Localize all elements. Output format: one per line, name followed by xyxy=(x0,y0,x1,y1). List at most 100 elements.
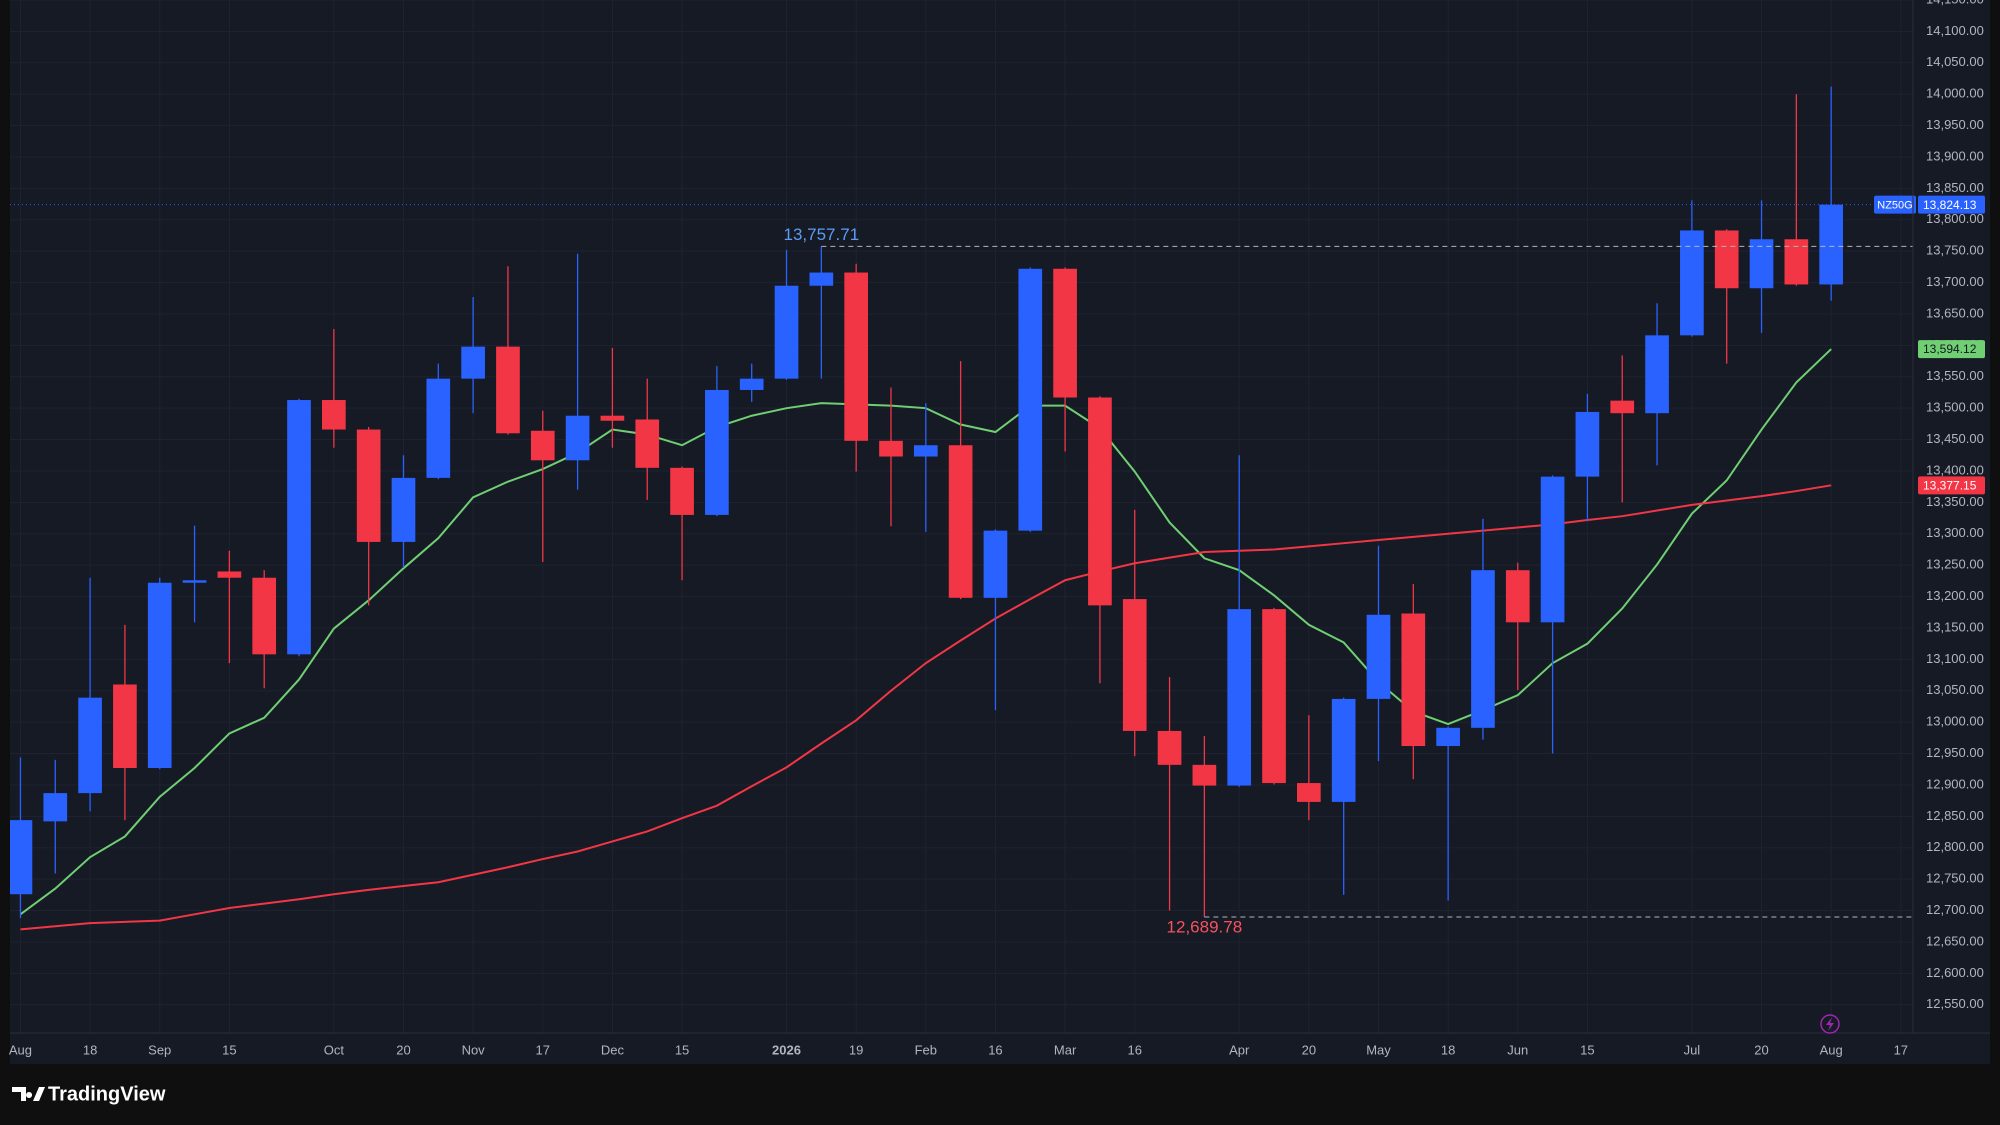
candle-body xyxy=(1505,570,1530,623)
x-tick-label: 17 xyxy=(536,1042,550,1057)
candle-body xyxy=(844,272,869,441)
y-tick-label: 13,150.00 xyxy=(1926,619,1984,634)
candle-body xyxy=(391,477,416,542)
candle-body xyxy=(879,440,903,457)
y-tick-label: 13,800.00 xyxy=(1926,211,1984,226)
y-tick-label: 12,550.00 xyxy=(1926,996,1984,1011)
candle-body xyxy=(10,820,33,895)
candle-body xyxy=(356,429,381,542)
x-tick-label: 18 xyxy=(83,1042,97,1057)
x-tick-label: 20 xyxy=(1302,1042,1316,1057)
candle-body xyxy=(461,346,485,379)
x-tick-label: Jul xyxy=(1684,1042,1701,1057)
y-tick-label: 13,350.00 xyxy=(1926,494,1984,509)
candle-body xyxy=(1610,400,1635,414)
candle-body xyxy=(1645,335,1669,414)
candle-body xyxy=(182,580,207,583)
x-tick-label: Jun xyxy=(1507,1042,1528,1057)
alert-icon[interactable] xyxy=(1820,1014,1840,1034)
y-tick-label: 14,000.00 xyxy=(1926,86,1984,101)
y-tick-label: 14,100.00 xyxy=(1926,23,1984,38)
symbol-label: NZ50G xyxy=(1877,200,1912,212)
candle-body xyxy=(43,793,68,822)
candle-body xyxy=(1471,570,1495,728)
candle-body xyxy=(1262,609,1286,784)
y-tick-label: 12,600.00 xyxy=(1926,965,1984,980)
candle-body xyxy=(1331,698,1356,802)
y-tick-label: 14,050.00 xyxy=(1926,54,1984,69)
candle-body xyxy=(496,346,520,434)
candle-body xyxy=(217,571,242,578)
y-tick-label: 12,850.00 xyxy=(1926,808,1984,823)
x-tick-label: Apr xyxy=(1229,1042,1250,1057)
candle-body xyxy=(78,697,102,794)
candle-body xyxy=(1680,230,1704,336)
candle-body xyxy=(1366,614,1391,699)
price-tag-label: 13,377.15 xyxy=(1923,478,1977,492)
candle-body xyxy=(1540,476,1565,623)
x-tick-label: Mar xyxy=(1054,1042,1077,1057)
candle-body xyxy=(1157,730,1182,765)
price-tag-label: 13,824.13 xyxy=(1923,198,1977,212)
y-tick-label: 14,150.00 xyxy=(1926,0,1984,6)
candle-body xyxy=(635,419,660,468)
x-tick-label: 16 xyxy=(1128,1042,1142,1057)
x-tick-label: 16 xyxy=(988,1042,1002,1057)
candle-body xyxy=(565,415,590,461)
extreme-label: 12,689.78 xyxy=(1167,917,1243,936)
candle-body xyxy=(1575,411,1600,477)
y-tick-label: 13,100.00 xyxy=(1926,651,1984,666)
y-tick-label: 13,000.00 xyxy=(1926,714,1984,729)
x-tick-label: 15 xyxy=(675,1042,689,1057)
candle-body xyxy=(1819,204,1844,285)
candle-body xyxy=(600,415,625,421)
candle-body xyxy=(670,467,694,515)
y-tick-label: 13,850.00 xyxy=(1926,180,1984,195)
x-tick-label: 15 xyxy=(1580,1042,1594,1057)
candle-body xyxy=(426,378,451,478)
y-tick-label: 12,900.00 xyxy=(1926,776,1984,791)
x-tick-label: 15 xyxy=(222,1042,236,1057)
candle-body xyxy=(948,445,973,598)
candle-body xyxy=(705,389,729,515)
candle-body xyxy=(530,430,555,461)
price-tag xyxy=(1918,340,1985,359)
candle-body xyxy=(147,582,172,768)
candle-body xyxy=(739,378,764,390)
brand-name: TradingView xyxy=(48,1083,166,1105)
candle-body xyxy=(1227,609,1252,786)
brand-logo[interactable]: TradingView xyxy=(12,1083,166,1105)
x-tick-label: 2026 xyxy=(772,1042,801,1057)
y-tick-label: 12,650.00 xyxy=(1926,933,1984,948)
candle-body xyxy=(913,445,938,457)
symbol-tag xyxy=(1874,195,1916,214)
candle-body xyxy=(1192,764,1217,786)
y-tick-label: 13,650.00 xyxy=(1926,305,1984,320)
y-tick-label: 12,700.00 xyxy=(1926,902,1984,917)
x-tick-label: 19 xyxy=(849,1042,863,1057)
x-tick-label: 20 xyxy=(1754,1042,1768,1057)
x-tick-label: May xyxy=(1366,1042,1391,1057)
candle-body xyxy=(1749,239,1774,289)
x-tick-label: 17 xyxy=(1894,1042,1908,1057)
y-tick-label: 13,500.00 xyxy=(1926,400,1984,415)
y-tick-label: 12,750.00 xyxy=(1926,871,1984,886)
y-tick-label: 13,300.00 xyxy=(1926,525,1984,540)
x-tick-label: Aug xyxy=(9,1042,32,1057)
x-tick-label: Feb xyxy=(915,1042,937,1057)
candle-body xyxy=(1401,613,1426,747)
candle-body xyxy=(1122,599,1147,731)
candle-body xyxy=(1714,230,1739,289)
price-tag xyxy=(1918,195,1985,214)
candle-body xyxy=(322,400,346,430)
candle-body xyxy=(1088,397,1112,606)
candle-body xyxy=(1053,268,1077,398)
x-tick-label: Oct xyxy=(324,1042,345,1057)
y-tick-label: 13,700.00 xyxy=(1926,274,1984,289)
candle-body xyxy=(113,684,137,768)
y-tick-label: 13,750.00 xyxy=(1926,243,1984,258)
y-tick-label: 13,200.00 xyxy=(1926,588,1984,603)
candle-body xyxy=(809,272,834,286)
y-tick-label: 13,550.00 xyxy=(1926,368,1984,383)
